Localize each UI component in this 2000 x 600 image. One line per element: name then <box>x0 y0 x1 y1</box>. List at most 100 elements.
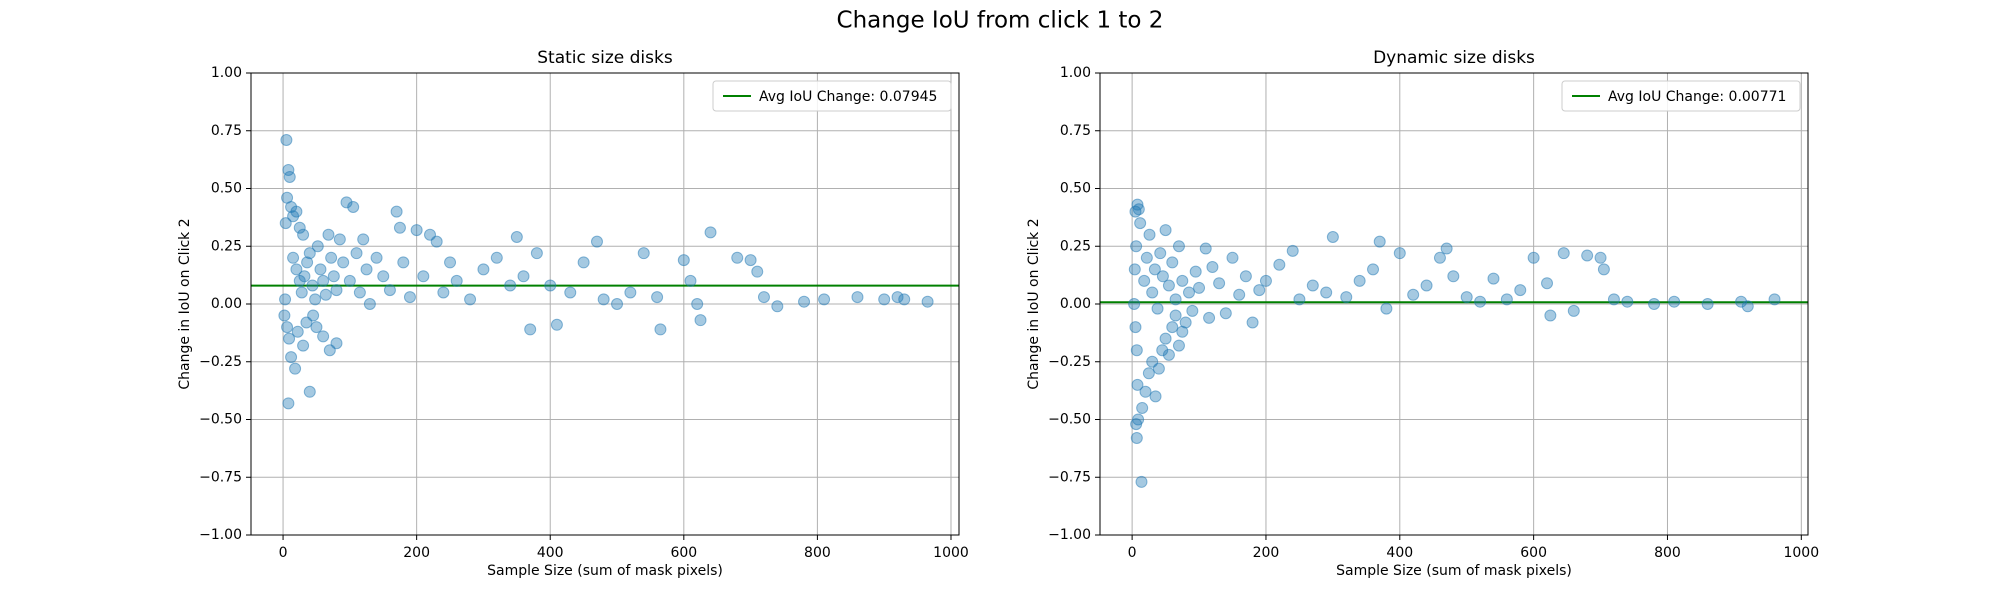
scatter-point <box>444 256 457 269</box>
scatter-point <box>694 314 707 327</box>
scatter-point <box>1176 274 1189 287</box>
scatter-point <box>510 231 523 244</box>
scatter-point <box>1140 251 1153 264</box>
y-tick-label: −0.50 <box>1048 412 1091 428</box>
scatter-point <box>1273 258 1286 271</box>
scatter-point <box>279 217 292 230</box>
scatter-point <box>624 286 637 299</box>
scatter-point <box>363 298 376 310</box>
scatter-point <box>281 321 294 334</box>
x-tick-label: 0 <box>279 545 288 561</box>
scatter-point <box>1373 235 1386 248</box>
scatter-point <box>290 205 303 218</box>
scatter-point <box>317 330 330 343</box>
scatter-point <box>1581 249 1594 262</box>
scatter-point <box>1166 321 1179 334</box>
scatter-point <box>322 228 335 241</box>
scatter-point <box>1189 265 1202 278</box>
scatter-point <box>310 321 323 334</box>
scatter-point <box>360 263 373 276</box>
scatter-point <box>1179 316 1192 329</box>
scatter-point <box>1152 362 1165 375</box>
scatter-point <box>818 293 831 306</box>
scatter-point <box>1128 298 1141 310</box>
y-axis-label: Change in IoU on Click 2 <box>177 218 193 389</box>
scatter-point <box>490 251 503 264</box>
scatter-point <box>319 288 332 301</box>
scatter-point <box>291 325 304 338</box>
scatter-point <box>1156 344 1169 357</box>
scatter-point <box>1130 418 1143 431</box>
scatter-point <box>350 247 363 260</box>
scatter-point <box>1143 228 1156 241</box>
scatter-point <box>297 228 310 241</box>
scatter-point <box>285 351 298 364</box>
scatter-point <box>347 200 360 213</box>
scatter-point <box>1487 272 1500 285</box>
legend-label: Avg IoU Change: 0.00771 <box>1608 89 1786 105</box>
scatter-point <box>1193 281 1206 294</box>
scatter-point <box>325 251 338 264</box>
scatter-point <box>437 286 450 299</box>
scatter-point <box>564 286 577 299</box>
scatter-point <box>1130 344 1143 357</box>
scatter-point <box>1353 274 1366 287</box>
scatter-point <box>744 254 757 267</box>
scatter-point <box>303 385 316 398</box>
scatter-point <box>293 221 306 234</box>
scatter-point <box>283 332 296 345</box>
scatter-point <box>597 293 610 306</box>
x-tick-label: 600 <box>1520 545 1547 561</box>
y-tick-label: 0.00 <box>1060 296 1091 312</box>
scatter-point <box>1129 321 1142 334</box>
x-tick-label: 600 <box>670 545 697 561</box>
scatter-point <box>330 337 343 350</box>
x-tick-label: 200 <box>1253 545 1280 561</box>
scatter-point <box>340 196 353 209</box>
scatter-point <box>684 274 697 287</box>
scatter-point <box>357 233 370 246</box>
scatter-point <box>289 362 302 375</box>
scatter-point <box>1132 203 1145 216</box>
scatter-point <box>1340 291 1353 304</box>
x-tick-label: 1000 <box>933 545 969 561</box>
scatter-point <box>1668 295 1681 308</box>
scatter-point <box>464 293 477 306</box>
scatter-point <box>450 274 463 287</box>
y-tick-label: 0.25 <box>1060 238 1091 254</box>
scatter-point <box>1166 256 1179 269</box>
figure-title: Change IoU from click 1 to 2 <box>837 8 1164 34</box>
scatter-point <box>327 270 340 283</box>
scatter-point <box>1768 293 1781 306</box>
scatter-point <box>1557 247 1570 260</box>
y-tick-label: −0.75 <box>1048 469 1091 485</box>
scatter-point <box>370 251 383 264</box>
scatter-point <box>654 323 667 336</box>
scatter-point <box>1186 304 1199 317</box>
scatter-point <box>1130 431 1143 444</box>
scatter-point <box>301 256 314 269</box>
scatter-point <box>798 295 811 308</box>
y-tick-label: −1.00 <box>199 527 242 543</box>
scatter-point <box>1139 385 1152 398</box>
scatter-point <box>691 298 704 310</box>
scatter-point <box>1420 279 1433 292</box>
scatter-point <box>293 274 306 287</box>
scatter-point <box>303 247 316 260</box>
scatter-point <box>1154 247 1167 260</box>
scatter-point <box>337 256 350 269</box>
scatter-point <box>1597 263 1610 276</box>
scatter-point <box>577 256 590 269</box>
legend-box <box>1561 80 1801 112</box>
scatter-point <box>731 251 744 264</box>
scatter-point <box>851 291 864 304</box>
y-tick-label: −1.00 <box>1048 527 1091 543</box>
scatter-point <box>1172 240 1185 253</box>
scatter-point <box>317 274 330 287</box>
scatter-point <box>651 291 664 304</box>
scatter-point <box>309 293 322 306</box>
scatter-point <box>1128 263 1141 276</box>
scatter-point <box>307 309 320 322</box>
scatter-point <box>1741 300 1754 313</box>
